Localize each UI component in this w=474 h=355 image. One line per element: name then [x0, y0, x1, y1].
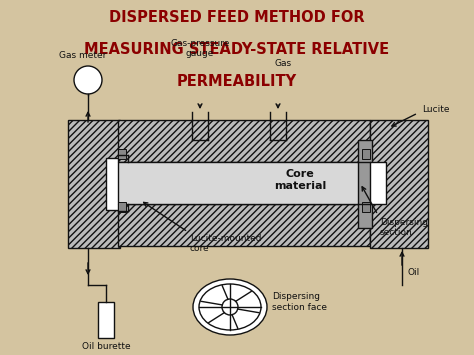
Bar — [370, 162, 386, 204]
Bar — [118, 202, 126, 212]
Text: DISPERSED FEED METHOD FOR: DISPERSED FEED METHOD FOR — [109, 10, 365, 25]
Bar — [118, 204, 370, 246]
Text: Dispersing
section face: Dispersing section face — [272, 292, 327, 312]
Circle shape — [74, 66, 102, 94]
Text: Lucite-mounted
core: Lucite-mounted core — [190, 234, 262, 253]
Ellipse shape — [193, 279, 267, 335]
Bar — [362, 149, 370, 159]
Bar — [68, 120, 120, 248]
Bar — [98, 302, 114, 338]
Bar — [118, 162, 370, 204]
Text: Core
material: Core material — [274, 169, 326, 191]
Text: Oil: Oil — [408, 268, 420, 277]
Text: Gas meter: Gas meter — [59, 51, 107, 60]
Bar — [358, 140, 372, 228]
Bar — [106, 158, 128, 210]
Circle shape — [222, 299, 238, 315]
Text: Gas-pressure
gauge: Gas-pressure gauge — [170, 39, 230, 58]
Bar — [362, 202, 370, 212]
Text: Dispersing
section: Dispersing section — [380, 218, 428, 237]
Text: Lucite: Lucite — [422, 105, 449, 115]
Text: MEASURING STEADY-STATE RELATIVE: MEASURING STEADY-STATE RELATIVE — [84, 42, 390, 57]
Text: PERMEABILITY: PERMEABILITY — [177, 74, 297, 89]
Bar — [370, 120, 428, 248]
Bar — [118, 149, 126, 159]
Bar — [118, 120, 370, 162]
Text: Gas: Gas — [274, 59, 292, 68]
Text: Oil burette: Oil burette — [82, 342, 130, 351]
